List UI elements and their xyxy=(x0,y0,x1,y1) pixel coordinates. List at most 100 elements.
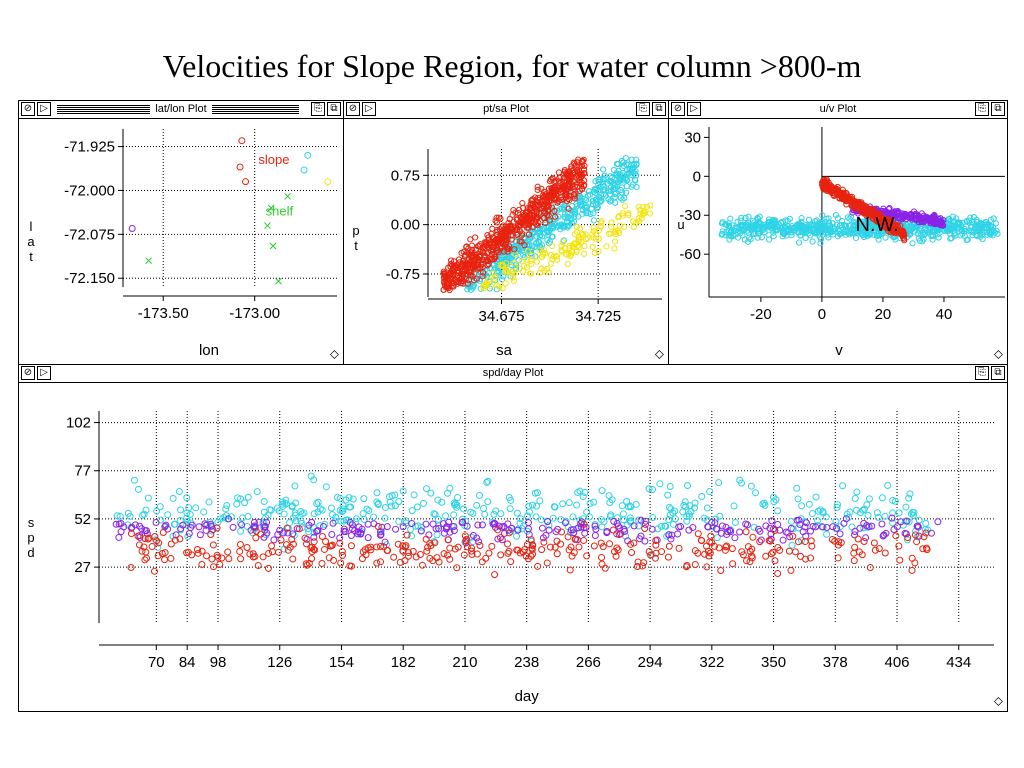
x-tick-label: 350 xyxy=(761,654,786,671)
page-icon[interactable]: ⎘ xyxy=(636,102,650,116)
x-axis-label: v xyxy=(835,342,843,359)
close-box-icon[interactable]: ⊘ xyxy=(21,102,35,116)
zoom-box-icon[interactable]: ⧉ xyxy=(991,366,1005,380)
data-point xyxy=(131,521,139,529)
data-point xyxy=(637,516,645,524)
data-point xyxy=(607,184,615,191)
data-point xyxy=(613,544,621,552)
data-point xyxy=(750,523,758,531)
x-tick-label: 182 xyxy=(391,654,416,671)
data-point xyxy=(381,504,389,512)
data-point xyxy=(502,268,509,275)
data-point xyxy=(769,548,777,556)
triangle-icon[interactable]: ▷ xyxy=(37,102,51,116)
data-point xyxy=(612,552,620,560)
resize-handle-icon[interactable]: ⬦ xyxy=(993,347,1003,362)
resize-handle-icon[interactable]: ⬦ xyxy=(329,347,339,362)
data-point xyxy=(364,534,372,542)
resize-handle-icon[interactable]: ⬦ xyxy=(993,694,1003,709)
data-point xyxy=(288,535,296,543)
data-point xyxy=(767,550,775,558)
data-point xyxy=(794,524,802,532)
data-point xyxy=(446,484,454,492)
data-point xyxy=(153,537,161,545)
data-point xyxy=(731,534,739,542)
data-point xyxy=(540,246,548,254)
triangle-icon[interactable]: ▷ xyxy=(687,102,701,116)
data-point xyxy=(395,517,403,525)
data-point xyxy=(458,249,465,257)
data-point xyxy=(346,562,354,570)
x-tick-label: 70 xyxy=(148,654,165,671)
data-point xyxy=(340,517,348,525)
y-tick-label: 30 xyxy=(684,129,701,146)
data-point xyxy=(300,166,308,174)
data-point xyxy=(423,547,431,555)
data-point xyxy=(282,496,290,504)
data-point xyxy=(347,542,355,550)
ptsa-titlebar[interactable]: ⊘ ▷ pt/sa Plot ⎘ ⧉ xyxy=(344,101,668,119)
data-point xyxy=(774,520,782,528)
data-point xyxy=(402,542,410,550)
data-point xyxy=(432,525,440,533)
zoom-box-icon[interactable]: ⧉ xyxy=(327,102,341,116)
triangle-icon[interactable]: ▷ xyxy=(362,102,376,116)
data-point xyxy=(438,498,446,506)
data-point xyxy=(216,515,224,523)
data-point xyxy=(156,503,164,511)
data-point xyxy=(576,171,583,178)
close-box-icon[interactable]: ⊘ xyxy=(346,102,360,116)
page-icon[interactable]: ⎘ xyxy=(975,366,989,380)
data-point xyxy=(560,182,568,189)
page-icon[interactable]: ⎘ xyxy=(311,102,325,116)
data-point xyxy=(853,506,861,514)
triangle-icon[interactable]: ▷ xyxy=(37,366,51,380)
zoom-box-icon[interactable]: ⧉ xyxy=(991,102,1005,116)
resize-handle-icon[interactable]: ⬦ xyxy=(654,347,664,362)
data-point xyxy=(478,558,486,566)
slope-annotation: slope xyxy=(258,152,289,167)
data-point xyxy=(549,514,557,522)
data-point xyxy=(987,223,994,230)
zoom-box-icon[interactable]: ⧉ xyxy=(652,102,666,116)
data-point xyxy=(589,198,596,205)
spd-titlebar[interactable]: ⊘ ▷ spd/day Plot ⎘ ⧉ xyxy=(19,365,1007,383)
data-point xyxy=(327,504,335,512)
data-point xyxy=(318,559,326,567)
data-point xyxy=(907,215,914,222)
data-point xyxy=(485,549,493,557)
data-point xyxy=(808,510,816,518)
data-point xyxy=(603,529,611,537)
data-point xyxy=(823,530,831,538)
page-icon[interactable]: ⎘ xyxy=(975,102,989,116)
data-point xyxy=(579,172,586,179)
data-point xyxy=(875,236,882,243)
close-box-icon[interactable]: ⊘ xyxy=(21,366,35,380)
data-point xyxy=(288,503,296,511)
close-box-icon[interactable]: ⊘ xyxy=(671,102,685,116)
data-point xyxy=(721,546,729,554)
data-point xyxy=(822,219,829,226)
data-point xyxy=(303,535,311,543)
data-point xyxy=(797,537,805,545)
data-point xyxy=(585,513,593,521)
data-point xyxy=(143,554,151,562)
data-point xyxy=(881,512,889,520)
data-point xyxy=(828,190,836,197)
data-point xyxy=(277,536,285,544)
latlon-titlebar[interactable]: ⊘ ▷ lat/lon Plot ⎘ ⧉ xyxy=(19,101,343,119)
uv-titlebar[interactable]: ⊘ ▷ u/v Plot ⎘ ⧉ xyxy=(669,101,1007,119)
data-point xyxy=(671,507,679,515)
data-point xyxy=(462,537,470,545)
data-point xyxy=(590,217,598,224)
data-point xyxy=(902,503,910,511)
data-point xyxy=(314,527,322,535)
data-point xyxy=(446,555,454,563)
data-point xyxy=(252,534,260,542)
data-point xyxy=(812,493,820,501)
data-point xyxy=(916,225,923,232)
data-point xyxy=(222,505,230,513)
data-point xyxy=(965,227,972,234)
data-point xyxy=(484,262,491,269)
data-point xyxy=(252,527,260,535)
